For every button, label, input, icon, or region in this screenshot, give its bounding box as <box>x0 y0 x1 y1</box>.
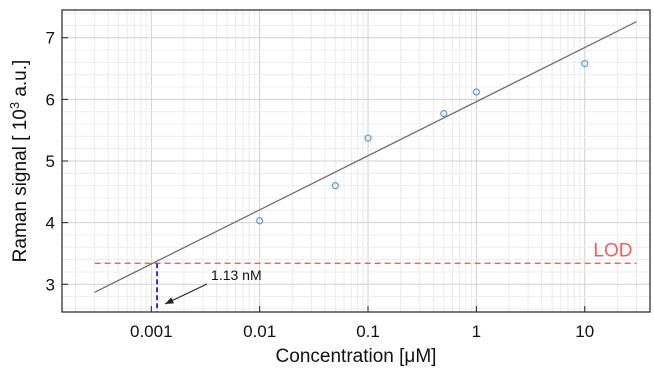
data-point <box>364 134 372 142</box>
data-point <box>256 217 264 225</box>
data-point <box>331 182 339 190</box>
annotation-arrow-head <box>165 297 175 304</box>
labels: Concentration [μM] Raman signal [ 103 a.… <box>7 60 436 367</box>
y-axis-label-unit: a.u.] <box>10 60 31 102</box>
x-tick-label: 0.1 <box>356 322 380 341</box>
x-tick-label: 1 <box>472 322 481 341</box>
y-axis-label-exponent: 3 <box>7 102 22 109</box>
y-axis-label: Raman signal [ 103 a.u.] <box>7 60 31 263</box>
y-tick-label: 3 <box>46 275 55 294</box>
y-tick-label: 6 <box>46 90 55 109</box>
y-axis-label-main: Raman signal [ 10 <box>10 109 31 262</box>
fit-line <box>94 21 637 293</box>
x-tick-label: 10 <box>575 322 594 341</box>
annotation-label: 1.13 nM <box>211 267 262 283</box>
lod-label: LOD <box>593 240 632 261</box>
data-layer: LOD 1.13 nM <box>94 21 637 312</box>
x-tick-label: 0.001 <box>130 322 173 341</box>
y-tick-label: 7 <box>46 29 55 48</box>
data-point <box>581 60 589 68</box>
y-tick-label: 5 <box>46 152 55 171</box>
x-axis-label: Concentration [μM] <box>276 346 437 367</box>
x-tick-label: 0.01 <box>243 322 276 341</box>
y-tick-label: 4 <box>46 214 55 233</box>
data-point <box>472 88 480 96</box>
grid <box>62 10 651 312</box>
data-point <box>440 109 448 118</box>
ticks: 0.001 0.01 0.1 1 10 3 4 5 6 7 <box>46 29 595 341</box>
